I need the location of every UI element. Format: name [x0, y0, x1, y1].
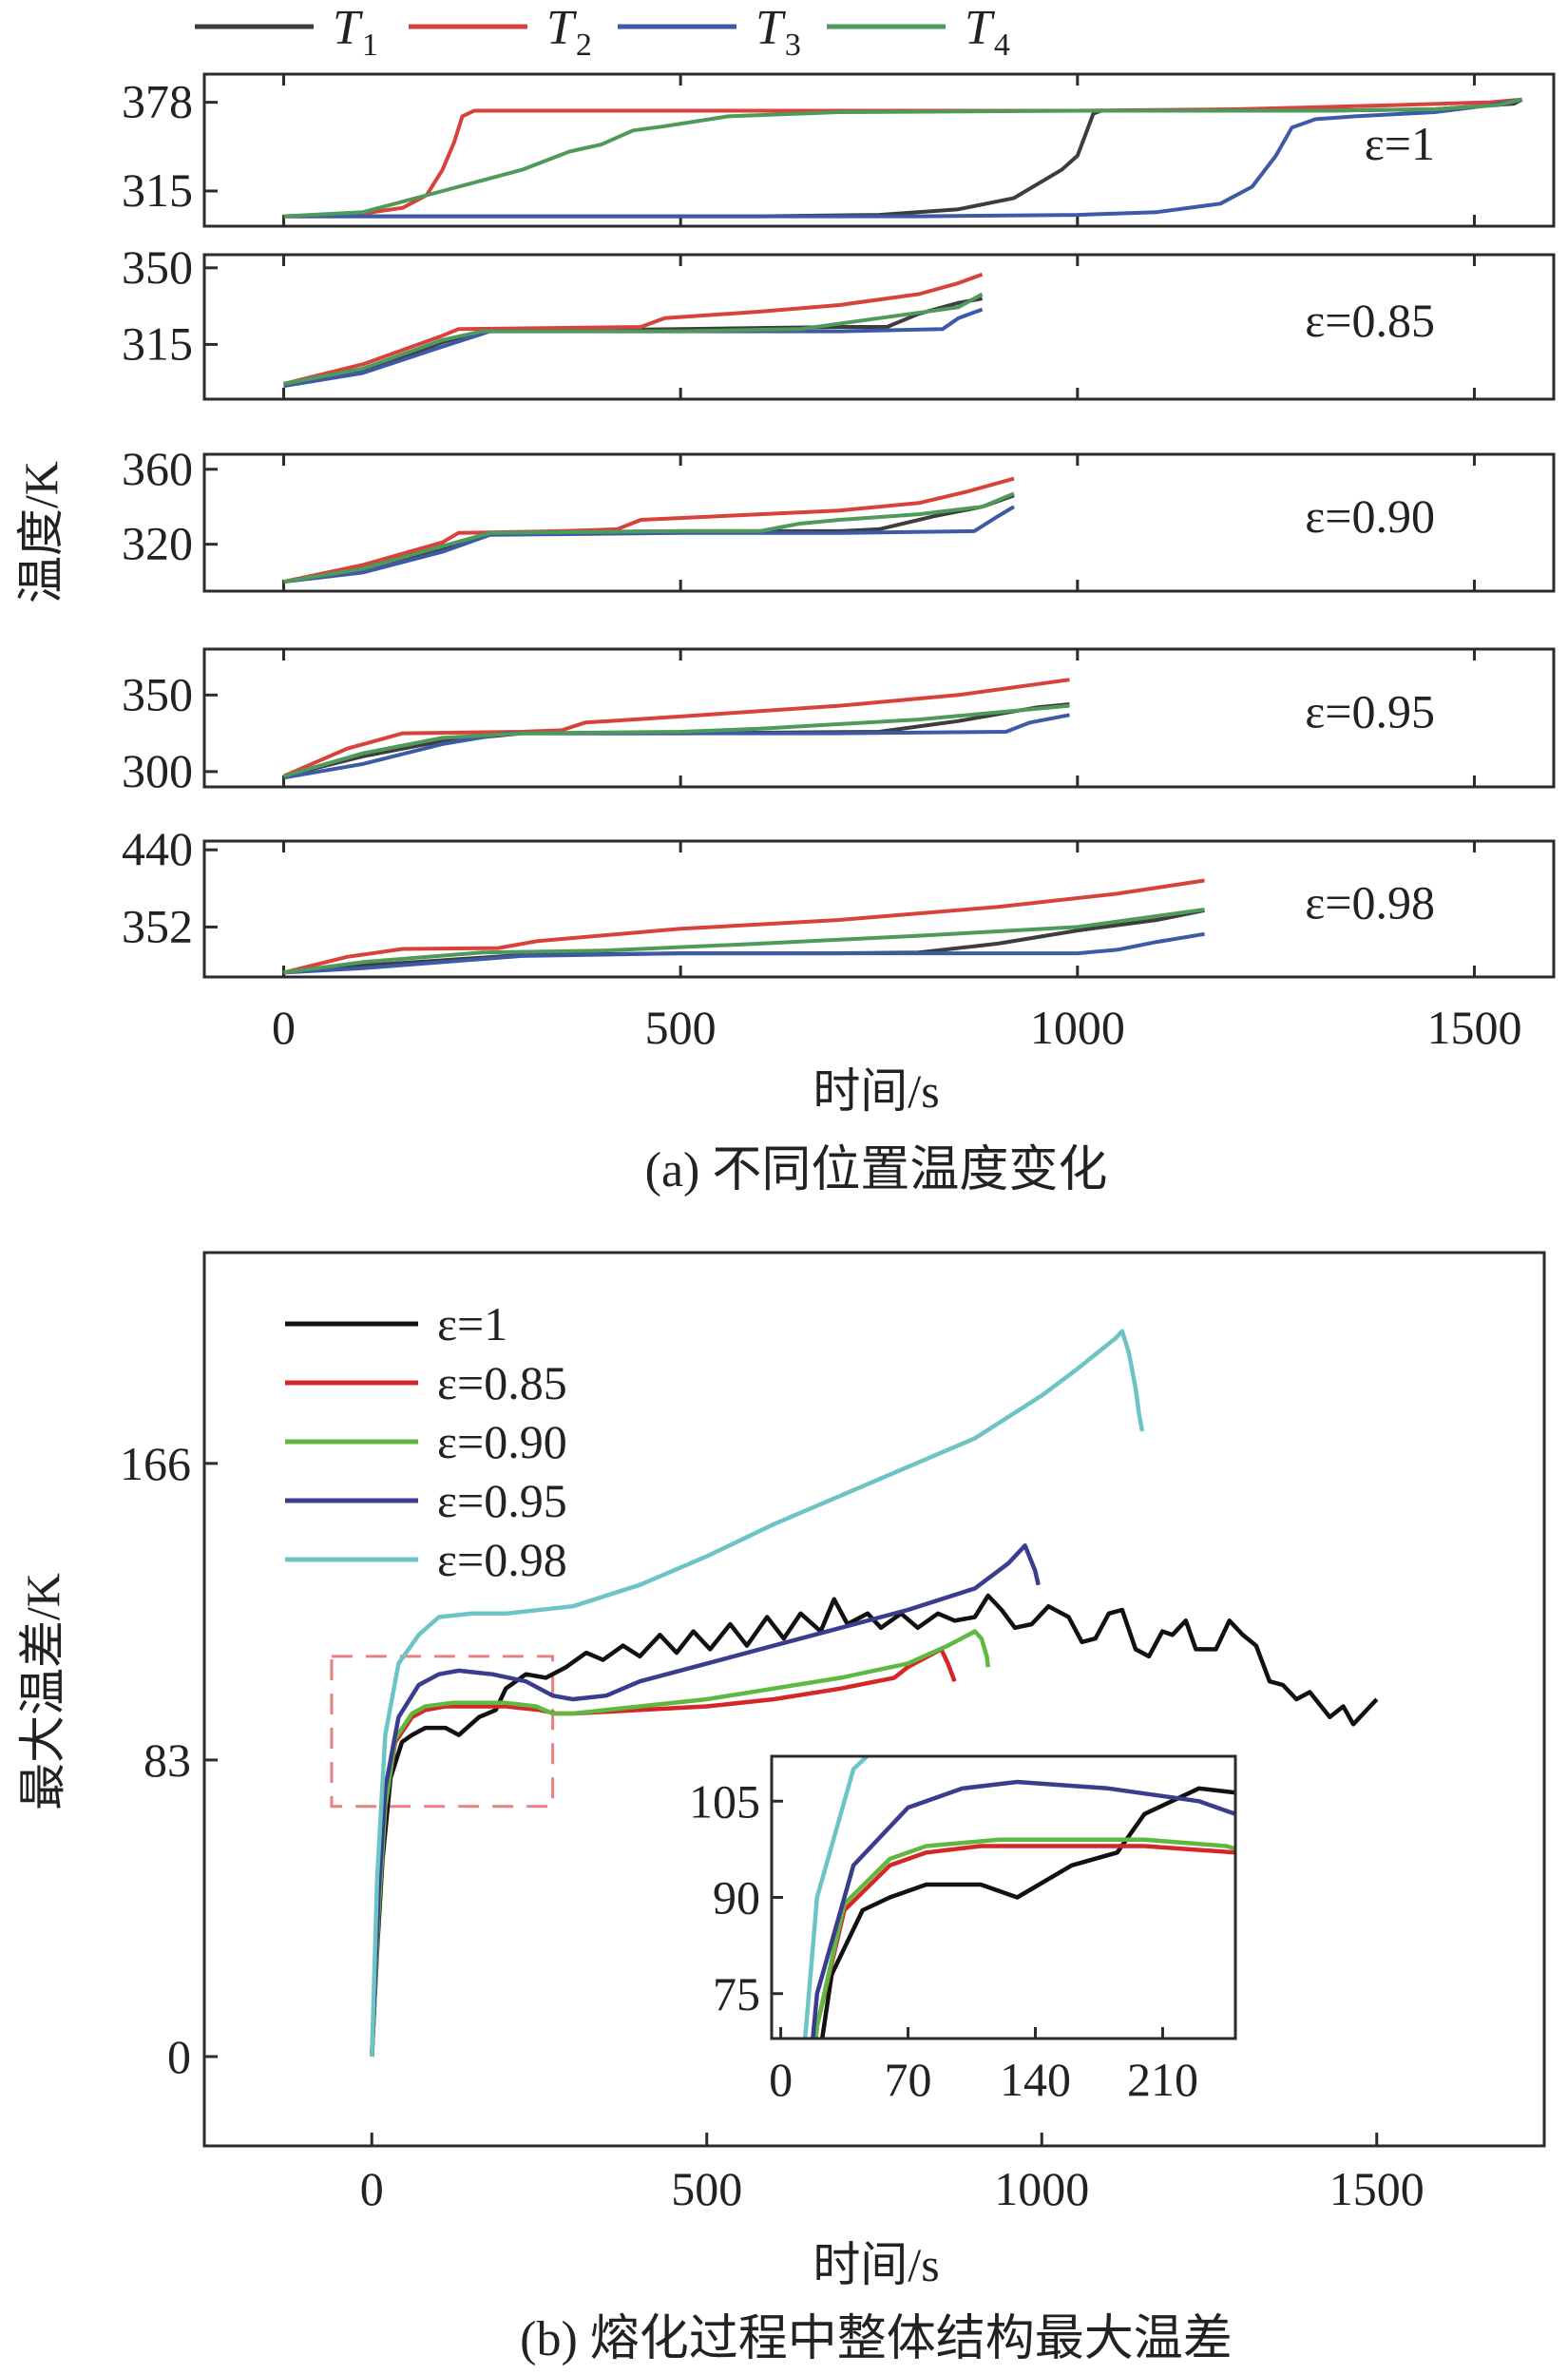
inset-y-tick-label: 90 — [713, 1871, 760, 1924]
series-line-T2-panel-0 — [283, 97, 1522, 219]
series-line-eps-2 — [370, 1629, 991, 2058]
panel-label: ε=1 — [1365, 117, 1435, 170]
y-tick-label: 83 — [143, 1733, 191, 1787]
chart-b-y-axis-label: 最大温差/K — [16, 1573, 69, 1810]
x-tick-label: 500 — [671, 2162, 742, 2215]
x-tick-label: 0 — [360, 2162, 384, 2215]
x-tick-label: 500 — [645, 1001, 717, 1054]
x-tick-label: 0 — [272, 1001, 296, 1054]
panel-frame — [202, 72, 1556, 228]
chart-b-caption: (b) 熔化过程中整体结构最大温差 — [520, 2312, 1233, 2366]
panel-label: ε=0.98 — [1305, 876, 1435, 929]
panel-label: ε=0.85 — [1305, 294, 1435, 347]
series-line-eps-4 — [370, 1329, 1145, 2058]
chart-a-panels: 315 378 ε=1 315 350 ε=0.85 320 360 ε=0.90 300 350 ε… — [122, 72, 1556, 979]
series-line-T2-panel-3 — [282, 678, 1070, 778]
series-line-T1-panel-2 — [283, 493, 1015, 584]
chart-b-legend: ε=1 ε=0.85 ε=0.90 ε=0.95 ε=0.98 — [285, 1297, 567, 1586]
series-line-T4-panel-1 — [283, 292, 984, 386]
x-tick-label: 1000 — [994, 2162, 1089, 2215]
legend-label-T2: T2 — [546, 1, 592, 63]
chart-b-x-axis-label: 时间/s — [813, 2238, 939, 2291]
x-tick-label: 1500 — [1329, 2162, 1425, 2215]
series-line-T2-panel-2 — [283, 476, 1015, 584]
panel-label: ε=0.95 — [1305, 685, 1435, 738]
legend-label-eps-2: ε=0.90 — [437, 1415, 567, 1468]
series-line-eps-3 — [370, 1543, 1041, 2058]
inset-y-tick-label: 75 — [713, 1967, 760, 2020]
panel-label: ε=0.90 — [1305, 489, 1435, 543]
series-line-T3-panel-4 — [283, 931, 1205, 975]
y-tick-label: 378 — [122, 75, 193, 128]
chart-a-caption: (a) 不同位置温度变化 — [645, 1143, 1108, 1197]
panel-2: 320 360 ε=0.90 — [122, 442, 1556, 593]
series-line-T2-panel-1 — [283, 272, 984, 386]
y-tick-label: 360 — [122, 442, 193, 495]
inset-series-line-eps-3 — [811, 1779, 1235, 2039]
legend-label-eps-4: ε=0.98 — [437, 1533, 567, 1586]
x-tick-label: 1500 — [1426, 1001, 1521, 1054]
series-line-T4-panel-2 — [283, 491, 1015, 584]
panel-frame — [202, 253, 1556, 401]
series-line-T4-panel-3 — [282, 703, 1070, 778]
y-tick-label: 350 — [122, 240, 193, 294]
inset-x-tick-label: 210 — [1127, 2053, 1198, 2106]
series-line-T3-panel-0 — [283, 97, 1522, 219]
chart-a-y-axis-label: 温度/K — [14, 461, 67, 603]
chart-b-frame — [202, 1251, 1546, 2148]
panel-0: 315 378 ε=1 — [122, 72, 1556, 228]
series-line-T2-panel-4 — [283, 878, 1205, 975]
zoom-highlight-box — [330, 1655, 555, 1809]
y-tick-label: 315 — [122, 316, 193, 370]
chart-b-inset: 0 70 140 210 75 90 105 — [689, 1754, 1237, 2106]
panel-frame — [202, 839, 1556, 979]
y-tick-label: 352 — [122, 899, 193, 952]
y-tick-label: 166 — [120, 1437, 191, 1490]
legend-label-eps-1: ε=0.85 — [437, 1356, 567, 1409]
legend-label-eps-0: ε=1 — [437, 1297, 507, 1350]
inset-series-line-eps-1 — [813, 1844, 1235, 2039]
legend-label-T1: T1 — [333, 1, 378, 63]
series-line-T4-panel-0 — [283, 97, 1523, 219]
panel-3: 300 350 ε=0.95 — [122, 647, 1556, 797]
y-tick-label: 440 — [122, 822, 193, 875]
inset-x-tick-label: 140 — [1000, 2053, 1071, 2106]
y-tick-label: 350 — [122, 667, 193, 720]
series-line-T1-panel-1 — [283, 297, 983, 386]
x-tick-label: 1000 — [1030, 1001, 1125, 1054]
panel-1: 315 350 ε=0.85 — [122, 240, 1556, 401]
y-tick-label: 0 — [167, 2030, 191, 2083]
series-line-T3-panel-1 — [283, 307, 984, 389]
series-line-T4-panel-4 — [283, 908, 1205, 975]
inset-x-tick-label: 0 — [769, 2053, 793, 2106]
chart-a-legend: T1 T2 T3 T4 — [195, 1, 1010, 63]
legend-label-eps-3: ε=0.95 — [437, 1474, 567, 1527]
inset-x-tick-label: 70 — [885, 2053, 932, 2106]
panel-frame — [202, 647, 1556, 789]
legend-label-T3: T3 — [755, 1, 801, 63]
y-tick-label: 320 — [122, 517, 193, 570]
inset-y-tick-label: 105 — [689, 1774, 760, 1828]
y-tick-label: 300 — [122, 744, 193, 797]
panel-4: 352 440 ε=0.98 — [122, 822, 1556, 979]
chart-a-x-axis: 0 500 1000 1500 — [272, 1001, 1521, 1054]
legend-label-T4: T4 — [965, 1, 1010, 63]
chart-a-x-axis-label: 时间/s — [813, 1064, 939, 1118]
panel-frame — [202, 452, 1556, 593]
y-tick-label: 315 — [122, 163, 193, 217]
chart-b-plot: 0 500 1000 1500 0 83 166 — [120, 1329, 1425, 2215]
inset-series-line-eps-2 — [813, 1837, 1235, 2039]
